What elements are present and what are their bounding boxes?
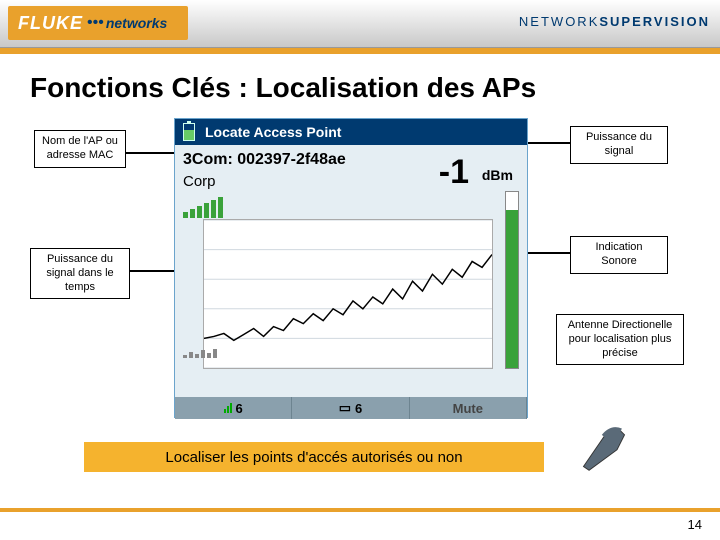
fluke-logo: FLUKE ••• networks: [8, 6, 188, 40]
device-footer: 6 ▭ 6 Mute: [175, 397, 527, 419]
channel-icon: ▭: [339, 400, 351, 416]
logo-text-2: networks: [106, 15, 167, 31]
device-screen: Locate Access Point 3Com: 002397-2f48ae …: [174, 118, 528, 418]
battery-icon: [183, 123, 195, 141]
mini-bars-icon-1: [224, 403, 232, 413]
footer-seg-1[interactable]: 6: [175, 397, 292, 419]
callout-apname: Nom de l'AP ou adresse MAC: [34, 130, 126, 168]
caption-bar: Localiser les points d'accés autorisés o…: [84, 442, 544, 472]
callout-signal: Puissance du signal: [570, 126, 668, 164]
connector-4: [524, 252, 570, 254]
callout-history: Puissance du signal dans le temps: [30, 248, 130, 299]
header-bar: FLUKE ••• networks NETWORKSUPERVISION: [0, 0, 720, 48]
page-title: Fonctions Clés : Localisation des APs: [30, 72, 720, 104]
footer-accent: [0, 508, 720, 512]
logo-dots: •••: [87, 14, 104, 32]
page-number: 14: [688, 517, 702, 532]
device-header-title: Locate Access Point: [205, 124, 341, 140]
footer-seg-mute[interactable]: Mute: [410, 397, 527, 419]
antenna-image: [576, 418, 632, 474]
device-body: 3Com: 002397-2f48ae Corp -1 dBm: [175, 145, 527, 397]
dbm-value: -1: [439, 153, 469, 192]
signal-bars: [183, 197, 223, 218]
supervision-text: NETWORKSUPERVISION: [519, 14, 710, 29]
dbm-unit: dBm: [482, 167, 513, 183]
footer-seg-2[interactable]: ▭ 6: [292, 397, 409, 419]
callout-sound: Indication Sonore: [570, 236, 668, 274]
content-area: Nom de l'AP ou adresse MAC Puissance du …: [0, 118, 720, 478]
caption-text: Localiser les points d'accés autorisés o…: [165, 449, 462, 466]
vertical-meter: [505, 191, 519, 369]
callout-antenna: Antenne Directionelle pour localisation …: [556, 314, 684, 365]
orange-strip: [0, 48, 720, 54]
ap-corp: Corp: [183, 173, 216, 190]
signal-history-chart: [203, 219, 493, 369]
ap-identifier: 3Com: 002397-2f48ae: [183, 151, 346, 169]
logo-text-1: FLUKE: [18, 13, 83, 34]
history-bars-icon: [183, 349, 217, 358]
device-header: Locate Access Point: [175, 119, 527, 145]
